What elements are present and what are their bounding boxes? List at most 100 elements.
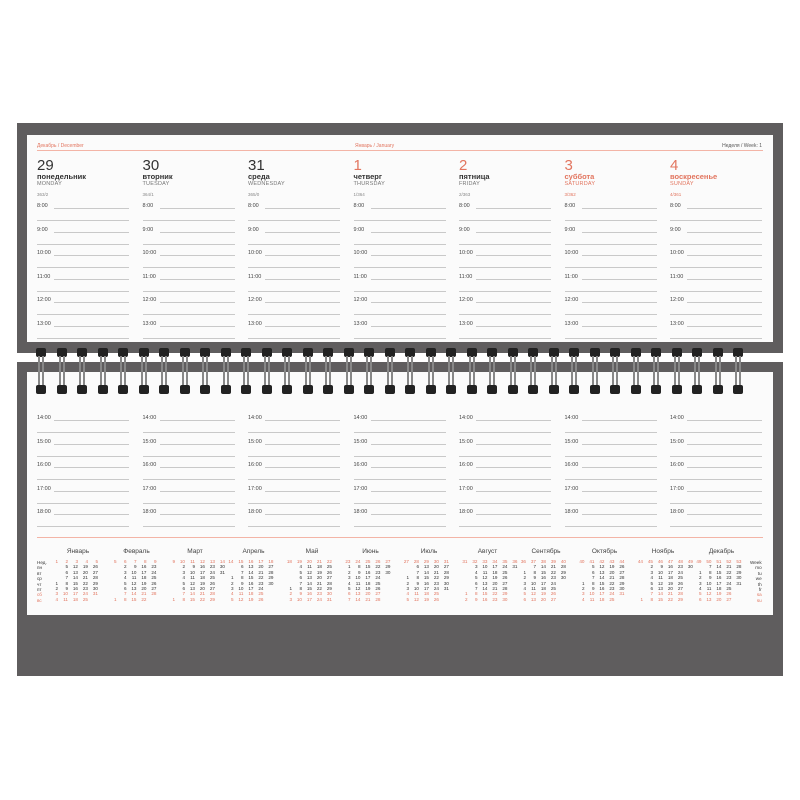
calendar-day[interactable]: 29 [385, 564, 391, 570]
note-line[interactable] [476, 490, 551, 492]
calendar-day[interactable]: 1 [464, 591, 468, 597]
calendar-day[interactable]: 16 [248, 580, 254, 586]
calendar-day[interactable]: 19 [716, 591, 722, 597]
hour-slot[interactable]: 18:00 [142, 509, 235, 536]
hour-slot[interactable]: 14:00 [248, 415, 340, 442]
hour-slot[interactable]: 9:00 [564, 227, 657, 254]
calendar-day[interactable]: 5 [591, 564, 595, 570]
calendar-day[interactable]: 22 [433, 575, 439, 581]
calendar-day[interactable]: 4 [230, 591, 234, 597]
hour-slot[interactable]: 12:00 [248, 297, 340, 324]
hour-slot[interactable]: 15:00 [670, 439, 762, 466]
note-line[interactable] [142, 243, 235, 245]
calendar-day[interactable]: 12 [238, 596, 244, 602]
calendar-day[interactable]: 26 [726, 591, 732, 597]
calendar-day[interactable]: 6 [65, 569, 68, 575]
calendar-day[interactable]: 8 [474, 591, 478, 597]
calendar-day[interactable]: 26 [433, 596, 439, 602]
note-line[interactable] [353, 455, 446, 457]
calendar-day[interactable]: 23 [726, 575, 732, 581]
calendar-day[interactable]: 12 [355, 585, 361, 591]
calendar-day[interactable]: 14 [540, 564, 546, 570]
calendar-day[interactable]: 8 [182, 596, 185, 602]
calendar-day[interactable]: 25 [550, 585, 556, 591]
calendar-day[interactable]: 13 [530, 596, 536, 602]
calendar-day[interactable] [439, 597, 449, 602]
hour-slot[interactable]: 11:00 [142, 274, 235, 301]
calendar-day[interactable]: 26 [258, 596, 264, 602]
calendar-day[interactable]: 20 [82, 569, 88, 575]
note-line[interactable] [265, 467, 340, 468]
calendar-day[interactable]: 27 [326, 575, 332, 581]
calendar-day[interactable]: 20 [667, 585, 673, 591]
calendar-day[interactable]: 13 [131, 585, 137, 591]
note-line[interactable] [54, 325, 129, 327]
calendar-day[interactable]: 2 [55, 585, 58, 591]
calendar-day[interactable]: 11 [589, 596, 595, 602]
hour-slot[interactable]: 17:00 [564, 486, 657, 513]
calendar-day[interactable]: 19 [248, 596, 254, 602]
hour-slot[interactable]: 17:00 [142, 486, 235, 513]
note-line[interactable] [265, 255, 340, 256]
calendar-day[interactable]: 17 [492, 564, 498, 570]
calendar-day[interactable]: 6 [240, 564, 244, 570]
calendar-day[interactable]: 30 [92, 585, 98, 591]
note-line[interactable] [159, 325, 235, 327]
calendar-day[interactable]: 28 [209, 591, 215, 597]
note-line[interactable] [459, 479, 551, 480]
calendar-day[interactable]: 5 [230, 596, 234, 602]
calendar-day[interactable]: 14 [716, 564, 722, 570]
calendar-day[interactable]: 20 [609, 569, 615, 575]
hour-slot[interactable]: 15:00 [142, 439, 235, 466]
hour-slot[interactable]: 13:00 [459, 321, 551, 348]
calendar-day[interactable]: 10 [189, 569, 195, 575]
note-line[interactable] [564, 220, 657, 221]
calendar-day[interactable]: 26 [502, 575, 508, 581]
note-line[interactable] [37, 526, 129, 527]
calendar-day[interactable]: 20 [141, 585, 147, 591]
hour-slot[interactable]: 18:00 [564, 509, 657, 536]
calendar-day[interactable]: 22 [82, 580, 88, 586]
calendar-day[interactable]: 18 [716, 585, 722, 591]
calendar-day[interactable]: 21 [492, 585, 498, 591]
calendar-day[interactable]: 26 [550, 591, 556, 597]
calendar-day[interactable]: 26 [326, 569, 332, 575]
calendar-day[interactable]: 9 [357, 569, 361, 575]
calendar-day[interactable]: 16 [306, 591, 312, 597]
calendar-day[interactable]: 7 [299, 580, 302, 586]
hour-slot[interactable]: 12:00 [670, 297, 762, 324]
calendar-day[interactable]: 3 [230, 585, 234, 591]
note-line[interactable] [476, 208, 551, 209]
calendar-day[interactable]: 18 [540, 585, 546, 591]
calendar-day[interactable]: 13 [306, 575, 312, 581]
note-line[interactable] [459, 337, 551, 339]
calendar-day[interactable]: 25 [677, 575, 683, 581]
note-line[interactable] [159, 255, 235, 256]
note-line[interactable] [54, 302, 129, 303]
calendar-day[interactable]: 23 [677, 564, 683, 570]
calendar-day[interactable]: 27 [268, 564, 274, 570]
calendar-day[interactable]: 24 [258, 585, 264, 591]
calendar-day[interactable]: 2 [650, 564, 653, 570]
calendar-day[interactable]: 26 [619, 564, 625, 570]
calendar-day[interactable]: 29 [209, 596, 215, 602]
note-line[interactable] [353, 314, 446, 315]
hour-slot[interactable]: 13:00 [248, 321, 340, 348]
calendar-day[interactable]: 1 [523, 569, 526, 575]
calendar-day[interactable]: 1 [230, 575, 234, 581]
calendar-day[interactable]: 8 [357, 564, 361, 570]
calendar-day[interactable]: 8 [299, 585, 302, 591]
calendar-day[interactable]: 10 [131, 569, 137, 575]
note-line[interactable] [265, 208, 340, 209]
calendar-day[interactable]: 10 [589, 591, 595, 597]
note-line[interactable] [37, 479, 129, 480]
calendar-day[interactable]: 6 [299, 575, 302, 581]
calendar-day[interactable]: 3 [182, 569, 185, 575]
hour-slot[interactable]: 15:00 [459, 439, 551, 466]
calendar-day[interactable]: 16 [540, 575, 546, 581]
calendar-day[interactable]: 18 [199, 575, 205, 581]
calendar-day[interactable]: 13 [189, 585, 195, 591]
calendar-day[interactable]: 10 [355, 575, 361, 581]
note-line[interactable] [581, 443, 657, 445]
calendar-day[interactable]: 12 [131, 580, 137, 586]
